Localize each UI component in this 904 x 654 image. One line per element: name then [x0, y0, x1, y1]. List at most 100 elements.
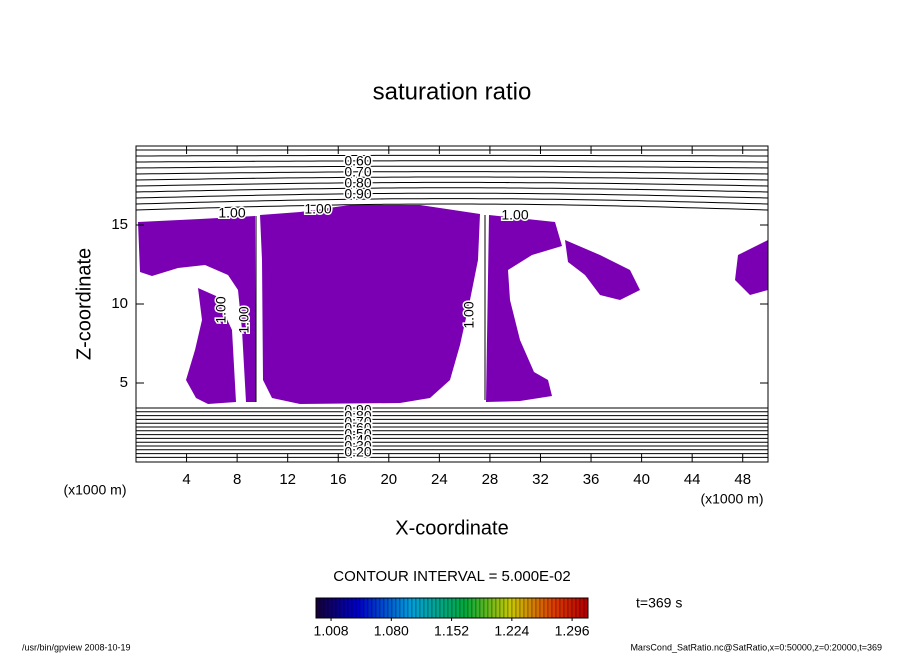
contour-line [135, 198, 769, 205]
colorbar-tick-label: 1.224 [494, 623, 529, 639]
contour-label: 0.90 [344, 186, 371, 202]
colorbar-cell [371, 597, 377, 619]
chart-title: saturation ratio [373, 78, 532, 105]
colorbar-cell [499, 597, 505, 619]
colorbar-cell [319, 597, 325, 619]
region-speckle [565, 240, 640, 300]
contour-lines [135, 149, 769, 458]
colorbar-cell [563, 597, 569, 619]
contour-label: 1.00 [213, 296, 229, 323]
x-tick-label: 4 [182, 471, 190, 488]
contour-line [135, 176, 769, 181]
colorbar-tick-label: 1.152 [434, 623, 469, 639]
contour-label: 0.50 [344, 426, 371, 442]
colorbar-cell [459, 597, 465, 619]
colorbar-cell [583, 597, 589, 619]
contour-line [135, 165, 769, 169]
colorbar-cell [523, 597, 529, 619]
supersaturated-region [138, 205, 768, 404]
contour-interval: CONTOUR INTERVAL = 5.000E-02 [333, 568, 570, 585]
colorbar-cell [411, 597, 417, 619]
contour-label: 0.80 [344, 175, 371, 191]
colorbar-tick-label: 1.296 [555, 623, 590, 639]
colorbar-cell [463, 597, 469, 619]
contour-line [135, 187, 769, 193]
contour-label: 0.60 [344, 153, 371, 169]
colorbar-cell [387, 597, 393, 619]
colorbar-cell [535, 597, 541, 619]
region-center [260, 205, 480, 404]
footer-right: MarsCond_SatRatio.nc@SatRatio,x=0:50000,… [630, 642, 882, 652]
colorbar-cell [527, 597, 533, 619]
contour-label: 0.80 [344, 408, 371, 424]
region-right [486, 215, 562, 402]
colorbar-tick-label: 1.080 [374, 623, 409, 639]
colorbar-cell [343, 597, 349, 619]
contour-label: 1.00 [501, 207, 528, 223]
colorbar-cell [395, 597, 401, 619]
contour-label: 1.00 [461, 301, 477, 328]
colorbar-cell [451, 597, 457, 619]
x-tick-label: 8 [233, 471, 241, 488]
colorbar-cell [315, 597, 321, 619]
colorbar-cell [491, 597, 497, 619]
x-tick-label: 20 [380, 471, 397, 488]
x-tick-label: 24 [431, 471, 448, 488]
colorbar-cell [483, 597, 489, 619]
colorbar-cell [519, 597, 525, 619]
colorbar-cell [427, 597, 433, 619]
colorbar-cell [351, 597, 357, 619]
y-unit: (x1000 m) [63, 482, 126, 498]
colorbar-cell [575, 597, 581, 619]
contour-line [136, 160, 768, 163]
colorbar-cell [419, 597, 425, 619]
contour-label: 0.70 [344, 414, 371, 430]
colorbar-cell [415, 597, 421, 619]
colorbar-cell [455, 597, 461, 619]
colorbar-cell [559, 597, 565, 619]
colorbar-cell [443, 597, 449, 619]
colorbar-cell [571, 597, 577, 619]
colorbar-tick-label: 1.008 [314, 623, 349, 639]
contour-line [135, 171, 769, 175]
contour-label: 0.30 [344, 438, 371, 454]
x-tick-label: 28 [482, 471, 499, 488]
region-speckle [735, 240, 768, 295]
contour-label: 1.00 [304, 201, 331, 217]
colorbar-cell [467, 597, 473, 619]
colorbar-cell [487, 597, 493, 619]
y-tick-label: 10 [111, 295, 128, 312]
x-tick-label: 32 [532, 471, 549, 488]
x-axis-label: X-coordinate [395, 517, 508, 539]
contour-line [135, 203, 769, 211]
colorbar-cell [511, 597, 517, 619]
contour-line [135, 181, 769, 187]
colorbar-cell [551, 597, 557, 619]
colorbar-cell [359, 597, 365, 619]
colorbar-cell [355, 597, 361, 619]
colorbar-cell [431, 597, 437, 619]
y-tick-label: 5 [120, 374, 128, 391]
contour-label: 0.60 [344, 420, 371, 436]
colorbar-cell [391, 597, 397, 619]
colorbar: 1.008 1.080 1.152 1.224 1.296 [314, 597, 590, 639]
colorbar-cell [439, 597, 445, 619]
time-label: t=369 s [636, 595, 682, 611]
contour-label: 0.70 [344, 164, 371, 180]
colorbar-cell [515, 597, 521, 619]
colorbar-cell [347, 597, 353, 619]
colorbar-cell [539, 597, 545, 619]
contour-label: 1.00 [218, 205, 245, 221]
colorbar-cell [327, 597, 333, 619]
contour-label: 1.00 [236, 306, 252, 333]
x-tick-label: 40 [633, 471, 650, 488]
colorbar-cell [423, 597, 429, 619]
x-unit: (x1000 m) [700, 491, 763, 507]
colorbar-cell [547, 597, 553, 619]
colorbar-cell [435, 597, 441, 619]
colorbar-cell [403, 597, 409, 619]
contour-line [136, 154, 768, 157]
contour-label: 0.90 [344, 402, 371, 418]
colorbar-cell [323, 597, 329, 619]
